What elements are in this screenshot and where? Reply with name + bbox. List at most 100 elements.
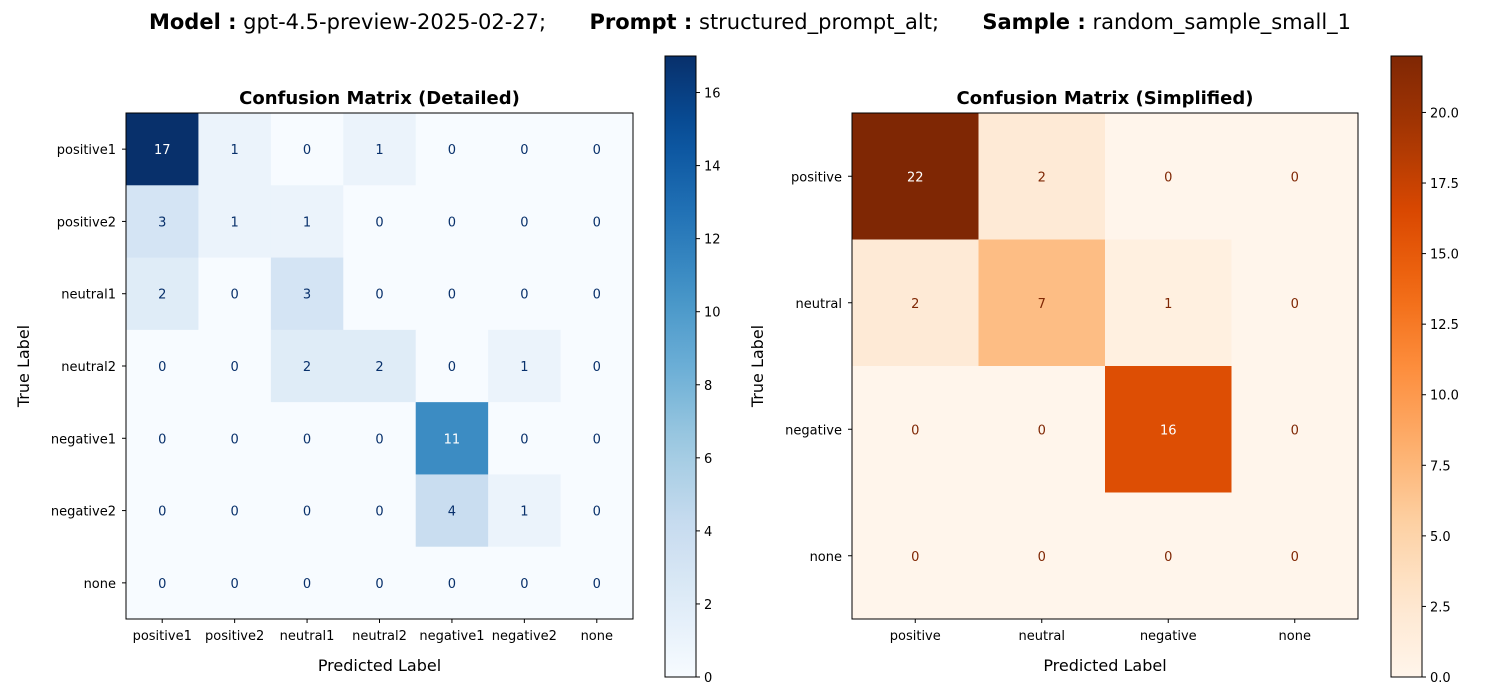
chart2-cell: [852, 366, 979, 493]
chart2-cell-label: 0: [1038, 550, 1046, 565]
chart1-cell: [126, 546, 199, 620]
chart1-cell-label: 0: [593, 577, 601, 592]
chart2-cell: [978, 366, 1106, 493]
chart1-cell: [126, 329, 199, 403]
chart2-y-tick-label: positive: [791, 170, 842, 185]
chart1-cell: [270, 257, 344, 331]
chart2-cell-label: 0: [911, 423, 919, 438]
chart1-cell-label: 0: [593, 505, 601, 520]
chart1-cell-label: 0: [158, 505, 166, 520]
chart2-x-tick-label: neutral: [1019, 629, 1066, 644]
chart1-cell: [270, 474, 344, 548]
chart1-colorbar-tick-label: 16: [704, 87, 721, 102]
chart1-cell: [343, 329, 417, 403]
chart1-cell: [126, 113, 199, 186]
chart1-cell: [560, 329, 634, 403]
model-value: gpt-4.5-preview-2025-02-27;: [243, 10, 547, 34]
chart1-cell: [560, 257, 634, 331]
chart1-y-tick-label: neutral1: [61, 288, 116, 303]
chart2-y-tick-label: neutral: [796, 297, 843, 312]
chart1-cell-label: 0: [375, 432, 383, 447]
chart1-colorbar-tick-label: 6: [704, 452, 712, 467]
chart1-colorbar: [664, 55, 697, 678]
chart2-cell-label: 0: [1164, 170, 1172, 185]
chart1-y-tick-label: negative1: [51, 432, 116, 447]
chart1-colorbar-tick-label: 4: [704, 525, 712, 540]
chart1-x-tick-label: neutral1: [280, 629, 335, 644]
chart2-cell-label: 0: [1291, 550, 1299, 565]
chart1-cell-label: 0: [448, 360, 456, 375]
chart1-cell-label: 0: [303, 577, 311, 592]
model-label: Model :: [148, 10, 237, 34]
chart1-cell: [343, 257, 417, 331]
chart1-cell-label: 0: [448, 288, 456, 303]
chart1-cell: [343, 402, 417, 475]
chart1-cell: [343, 474, 417, 548]
chart2-cell: [1231, 366, 1359, 493]
chart1-cell: [488, 474, 562, 548]
chart1-cell: [198, 257, 272, 331]
chart1-colorbar-tick-label: 2: [704, 598, 712, 613]
chart1-cell-label: 0: [158, 577, 166, 592]
chart1-cell-label: 1: [520, 360, 528, 375]
chart1-cell-label: 0: [520, 577, 528, 592]
chart1-cell: [198, 185, 272, 259]
chart1-cell: [343, 113, 417, 186]
chart2-title: Confusion Matrix (Simplified): [957, 88, 1254, 109]
chart1-cell: [488, 402, 562, 475]
chart2-colorbar-tick-label: 10.0: [1430, 389, 1459, 404]
chart1-cell-label: 4: [448, 505, 456, 520]
chart1-cell-label: 0: [375, 215, 383, 230]
chart1-x-tick-label: none: [581, 629, 613, 644]
chart1-cell: [198, 113, 272, 186]
chart2-cell: [978, 239, 1106, 367]
chart2-colorbar-tick-label: 15.0: [1430, 248, 1459, 263]
chart2-x-tick-label: negative: [1140, 629, 1197, 644]
chart1-colorbar-tick-label: 8: [704, 379, 712, 394]
chart1-cell-label: 0: [448, 215, 456, 230]
chart2-x-tick-label: none: [1279, 629, 1311, 644]
chart1-cell-label: 0: [593, 143, 601, 158]
chart1-cell-label: 0: [520, 288, 528, 303]
chart1-cell-label: 0: [448, 143, 456, 158]
chart1-x-tick-label: positive2: [205, 629, 264, 644]
chart1-x-tick-label: neutral2: [352, 629, 407, 644]
chart1-cell-label: 0: [448, 577, 456, 592]
chart2-colorbar: [1390, 55, 1423, 678]
chart2-cell-label: 2: [911, 297, 919, 312]
chart2-cell-label: 0: [1164, 550, 1172, 565]
chart2-cell: [978, 492, 1106, 620]
chart2-cell: [1105, 366, 1232, 493]
chart2-cell: [852, 239, 979, 367]
chart1-cell: [270, 329, 344, 403]
chart1-cell-label: 1: [375, 143, 383, 158]
chart1-cell: [126, 185, 199, 259]
chart1-cell: [343, 546, 417, 620]
sample-value: random_sample_small_1: [1092, 10, 1352, 34]
chart1-cell: [198, 474, 272, 548]
chart1-x-tick-label: positive1: [133, 629, 192, 644]
chart1-cell-label: 0: [231, 288, 239, 303]
chart1-cell: [415, 185, 489, 259]
chart1-cell: [415, 402, 489, 475]
chart1-cell: [270, 113, 344, 186]
chart1-y-tick-label: positive1: [57, 143, 116, 158]
chart1-cell: [488, 546, 562, 620]
chart1-cell-label: 0: [520, 432, 528, 447]
chart1-cell-label: 0: [375, 577, 383, 592]
chart2-cell-label: 7: [1038, 297, 1046, 312]
chart2-cell: [1231, 492, 1359, 620]
chart1-cell: [560, 402, 634, 475]
chart1-y-tick-label: negative2: [51, 505, 116, 520]
chart1-x-tick-label: negative2: [492, 629, 557, 644]
chart1-colorbar-tick-label: 0: [704, 671, 712, 686]
chart2-y-axis-label: True Label: [748, 325, 767, 408]
chart1-cell: [270, 185, 344, 259]
chart1-cell-label: 0: [593, 432, 601, 447]
chart1-cell: [415, 546, 489, 620]
chart1-cell-label: 0: [231, 505, 239, 520]
chart2-cell-label: 0: [1038, 423, 1046, 438]
chart1-cell-label: 3: [303, 288, 311, 303]
chart1-cell-label: 17: [154, 143, 171, 158]
chart1-cell: [560, 113, 634, 186]
